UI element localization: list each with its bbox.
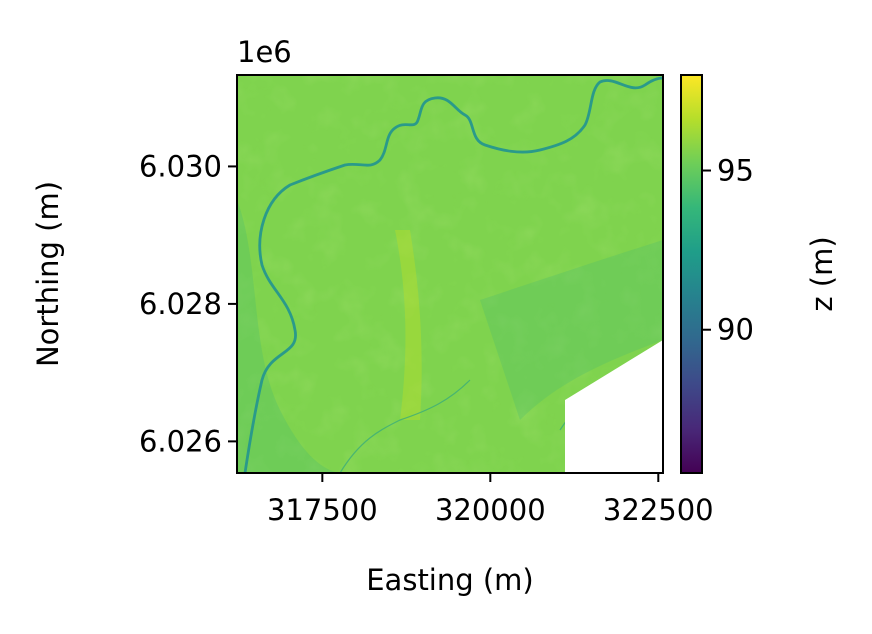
y-tick-label: 6.028 [139, 287, 222, 321]
y-axis: 6.026 6.028 6.030 [139, 149, 237, 458]
no-data-region [565, 340, 663, 473]
lowland-shade-west [237, 200, 340, 473]
y-axis-label: Northing (m) [31, 181, 65, 367]
tributary-1 [339, 379, 471, 473]
river-channel [243, 76, 663, 473]
colorbar [680, 74, 703, 474]
y-tick-label: 6.030 [139, 149, 222, 183]
y-offset-label: 1e6 [237, 35, 292, 69]
heatmap-area [237, 75, 663, 473]
x-tick-label: 320000 [435, 493, 546, 527]
x-tick-label: 317500 [267, 493, 378, 527]
x-axis: 317500 320000 322500 [267, 473, 714, 527]
plot-frame [236, 74, 664, 474]
lowland-shade-east [480, 240, 663, 420]
x-tick-label: 322500 [603, 493, 714, 527]
ridge-highlight [395, 230, 422, 420]
y-tick-label: 6.026 [139, 424, 222, 458]
colorbar-label: z (m) [805, 236, 839, 311]
colorbar-tick-label: 90 [717, 313, 754, 347]
x-axis-label: Easting (m) [366, 563, 534, 597]
colorbar-axis: 90 95 [702, 154, 754, 347]
colorbar-tick-label: 95 [717, 154, 754, 188]
